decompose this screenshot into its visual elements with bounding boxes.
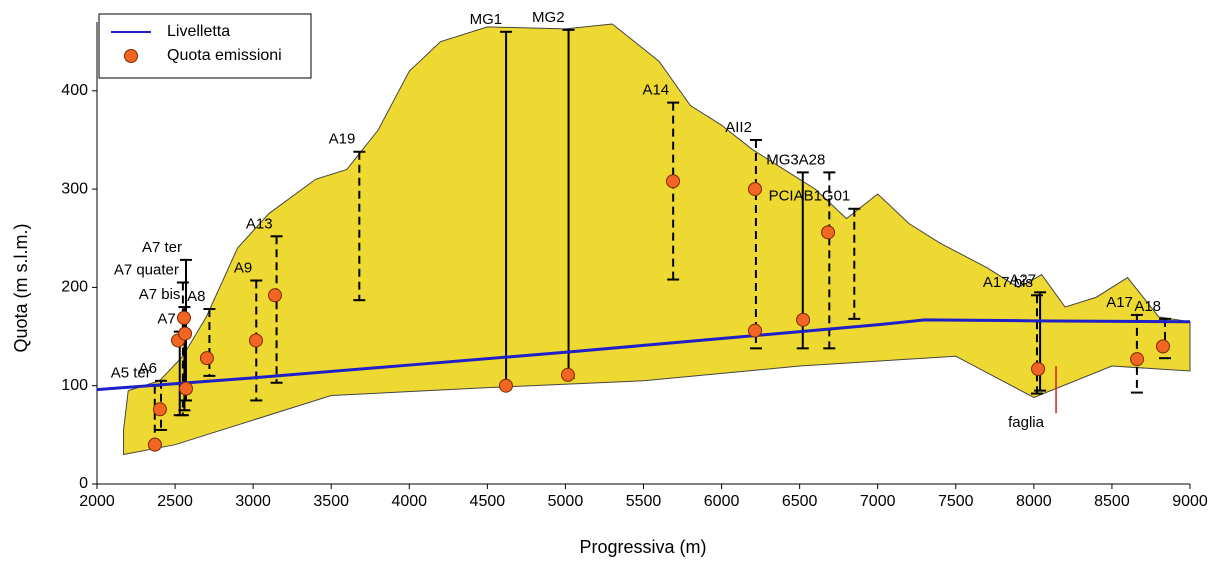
emission-point <box>176 310 191 325</box>
borehole-label: A14 <box>642 82 669 99</box>
borehole-label: A6 <box>139 360 157 377</box>
emission-point <box>147 437 162 452</box>
y-tick-label: 400 <box>61 82 88 99</box>
x-tick-label: 9000 <box>1172 493 1208 510</box>
borehole-label: A28 <box>799 151 826 168</box>
x-tick-label: 8000 <box>1016 493 1052 510</box>
emission-point <box>152 402 167 417</box>
borehole-label: A8 <box>187 288 205 305</box>
x-tick-label: 2000 <box>79 493 115 510</box>
terrain <box>123 23 1191 456</box>
x-tick-label: 2500 <box>157 493 193 510</box>
borehole-label: PCIAB1G01 <box>769 188 851 205</box>
emission-point <box>199 351 214 366</box>
y-tick-label: 0 <box>79 475 88 492</box>
emission-point <box>1031 361 1046 376</box>
emission-point <box>1155 339 1170 354</box>
borehole-label: A7 ter <box>142 239 182 256</box>
borehole-label: A7 <box>157 311 175 328</box>
borehole-label: A17 <box>1106 294 1133 311</box>
borehole-label: AII2 <box>725 119 752 136</box>
x-tick-label: 6000 <box>704 493 740 510</box>
legend-box <box>98 13 312 79</box>
emission-point <box>747 182 762 197</box>
legend-label: Quota emissioni <box>167 47 282 64</box>
borehole-label: A7 bis <box>139 286 181 303</box>
y-tick-label: 300 <box>61 180 88 197</box>
x-tick-label: 5000 <box>548 493 584 510</box>
emission-point <box>1130 352 1145 367</box>
x-tick-label: 6500 <box>782 493 818 510</box>
emission-point <box>747 323 762 338</box>
legend-label: Livelletta <box>167 23 230 40</box>
livelletta-line <box>96 318 1191 392</box>
emission-point <box>560 367 575 382</box>
borehole-label: A5 ter <box>111 365 151 382</box>
borehole-label: MG1 <box>470 11 503 28</box>
y-tick-label: 200 <box>61 279 88 296</box>
emission-point <box>498 378 513 393</box>
borehole-label: A18 <box>1134 298 1161 315</box>
x-tick-label: 7500 <box>938 493 974 510</box>
y-tick-label: 100 <box>61 377 88 394</box>
annotation: faglia <box>1008 414 1045 431</box>
emission-point <box>179 381 194 396</box>
legend-swatch <box>124 49 138 63</box>
x-tick-label: 4000 <box>391 493 427 510</box>
x-tick-label: 3500 <box>313 493 349 510</box>
borehole-label: A13 <box>246 215 273 232</box>
borehole-label: A27 <box>1009 271 1036 288</box>
x-tick-label: 8500 <box>1094 493 1130 510</box>
x-tick-label: 7000 <box>860 493 896 510</box>
x-tick-label: 5500 <box>626 493 662 510</box>
borehole-label: MG2 <box>532 9 565 26</box>
y-axis-title: Quota (m s.l.m.) <box>11 223 31 352</box>
emission-point <box>268 288 283 303</box>
borehole-label: A7 quater <box>114 261 179 278</box>
borehole-label: A17 bis <box>983 274 1033 291</box>
emission-point <box>666 174 681 189</box>
borehole-label: MG3 <box>766 151 799 168</box>
borehole-label: A9 <box>234 259 252 276</box>
emission-point <box>796 312 811 327</box>
emission-point <box>178 326 193 341</box>
emission-point <box>821 225 836 240</box>
x-axis-title: Progressiva (m) <box>579 537 706 557</box>
x-tick-label: 3000 <box>235 493 271 510</box>
emission-point <box>248 333 263 348</box>
borehole-label: A19 <box>329 131 356 148</box>
x-tick-label: 4500 <box>470 493 506 510</box>
